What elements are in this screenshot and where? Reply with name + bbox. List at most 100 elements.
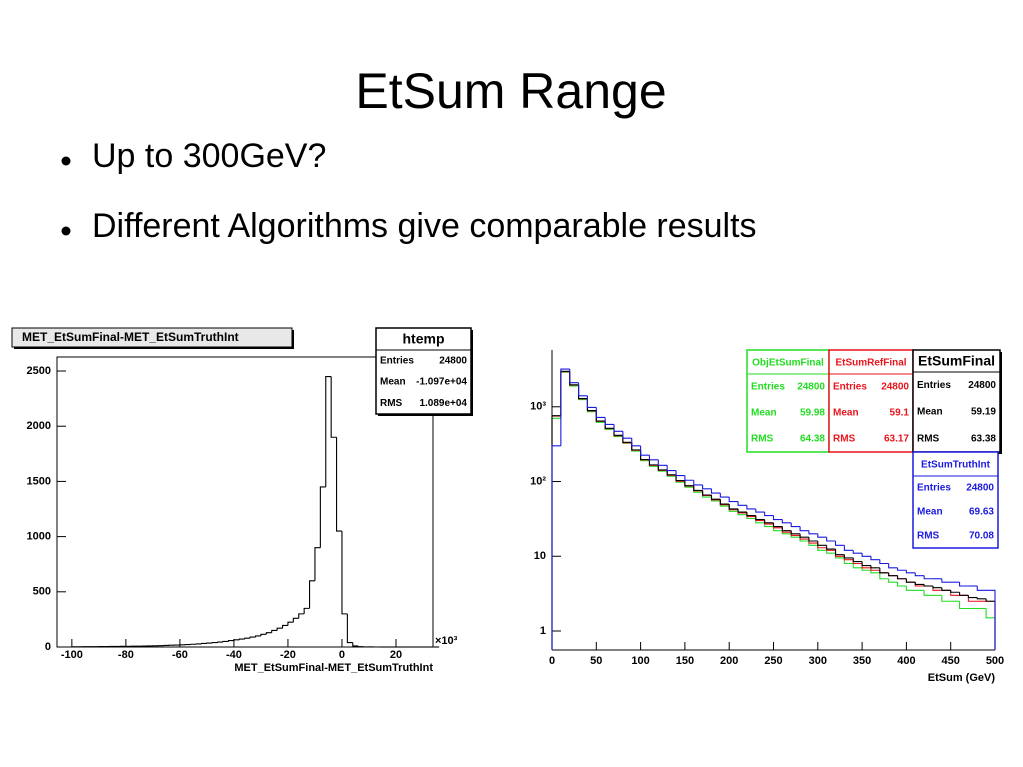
histogram-bin: [292, 617, 299, 623]
histogram-bin: [260, 633, 267, 636]
histogram-bin: [861, 553, 871, 557]
x-tick-label: -20: [280, 649, 296, 661]
x-tick-label: 350: [853, 655, 871, 667]
histogram-bin: [675, 474, 685, 482]
histogram-bin: [719, 499, 730, 505]
histogram-bin: [870, 565, 880, 569]
title-box: [11, 327, 293, 348]
y-tick-label: 1000: [27, 531, 51, 543]
stats-value: 24800: [439, 355, 467, 366]
stats-value: 59.1: [890, 408, 910, 419]
histogram-bin: [551, 445, 561, 650]
x-tick-label: 400: [897, 655, 915, 667]
histogram-bin: [826, 550, 836, 554]
x-tick-label: -60: [172, 649, 188, 661]
histogram-bin: [764, 512, 774, 517]
histogram-bin: [336, 437, 342, 532]
chart-title: MET_EtSumFinal-MET_EtSumTruthInt: [22, 330, 239, 344]
y-tick-label: 0: [45, 641, 51, 653]
stats-label: Entries: [751, 382, 785, 393]
histogram-bin: [595, 407, 606, 418]
histogram-bin: [905, 578, 916, 583]
histogram-bin: [950, 590, 960, 593]
histogram-bin: [870, 570, 880, 574]
histogram-bin: [657, 464, 668, 471]
histogram-bin: [905, 570, 916, 574]
stats-title: ObjEtSumFinal: [752, 358, 824, 369]
histogram-bin: [702, 484, 712, 490]
histogram-bin: [986, 589, 996, 650]
stats-label: Mean: [917, 407, 943, 418]
stats-label: Entries: [833, 382, 867, 393]
histogram-bin: [755, 515, 765, 521]
plot-frame: [56, 356, 434, 648]
stats-value: 63.17: [884, 434, 909, 445]
y-tick-label: 1500: [27, 475, 51, 487]
stats-value: 63.38: [971, 433, 996, 444]
histogram-bin: [346, 613, 353, 644]
histogram-bin: [834, 541, 845, 546]
histogram-bin: [657, 459, 668, 466]
histogram-bin: [341, 531, 348, 615]
histogram-bin: [861, 561, 871, 567]
stats-label: Entries: [380, 355, 414, 366]
histogram-bin: [888, 563, 898, 569]
histogram-bin: [799, 533, 809, 538]
histogram-bin: [737, 508, 747, 513]
x-tick-label: 300: [809, 655, 827, 667]
x-tick-label: 20: [390, 649, 402, 661]
histogram-bin: [560, 368, 570, 446]
y-tick-label: 10: [534, 550, 546, 562]
histogram-bin: [319, 486, 326, 548]
histogram-bin: [357, 645, 364, 648]
histogram-bin: [888, 578, 898, 583]
stats-title: EtSumFinal: [918, 353, 995, 369]
histogram-bin: [843, 554, 854, 559]
histogram-bin: [976, 586, 987, 591]
stats-value: 24800: [797, 382, 825, 393]
histogram-bin: [852, 557, 863, 563]
histogram-bin: [719, 493, 730, 498]
stats-label: Mean: [380, 377, 406, 388]
histogram-bin: [648, 455, 659, 461]
slide-title: EtSum Range: [355, 63, 666, 119]
histogram-bin: [914, 572, 925, 577]
stats-box: [746, 349, 830, 453]
histogram-bin: [217, 641, 224, 643]
y-tick-label: 10³: [530, 401, 546, 413]
histogram-bin: [298, 613, 305, 619]
histogram-bin: [578, 382, 588, 397]
histogram-bin: [896, 567, 907, 571]
histogram-bin: [569, 369, 579, 384]
histogram-bin: [684, 480, 694, 487]
stats-label: RMS: [751, 434, 774, 445]
stats-label: Mean: [917, 507, 943, 518]
histogram-bin: [923, 575, 933, 580]
x-axis-label: EtSum (GeV): [928, 672, 996, 684]
histogram-bin: [870, 556, 880, 561]
histogram-bin: [330, 376, 337, 438]
histogram-bin: [352, 642, 359, 647]
histogram-bin: [755, 508, 765, 513]
histogram-bin: [764, 519, 774, 524]
x-tick-label: 500: [986, 655, 1004, 667]
y-tick-label: 1: [540, 625, 546, 637]
histogram-bin: [861, 567, 871, 571]
bullet-dot: [61, 156, 71, 166]
histogram-bin: [666, 465, 677, 472]
x-tick-label: 100: [631, 655, 649, 667]
y-tick-label: 2000: [27, 420, 51, 432]
histogram-bin: [666, 469, 677, 476]
x-axis-label: MET_EtSumFinal-MET_EtSumTruthInt: [234, 662, 433, 674]
stats-box: [375, 327, 472, 415]
bullet-dot: [61, 226, 71, 236]
histogram-bin: [923, 584, 933, 587]
stats-label: Entries: [917, 483, 951, 494]
histogram-bin: [959, 582, 969, 587]
histogram-bin: [781, 526, 792, 532]
histogram-bin: [896, 582, 907, 587]
histogram-bin: [959, 592, 969, 596]
stats-value: 24800: [968, 380, 996, 391]
histogram-bin: [702, 490, 712, 496]
histogram-bin: [817, 533, 827, 538]
